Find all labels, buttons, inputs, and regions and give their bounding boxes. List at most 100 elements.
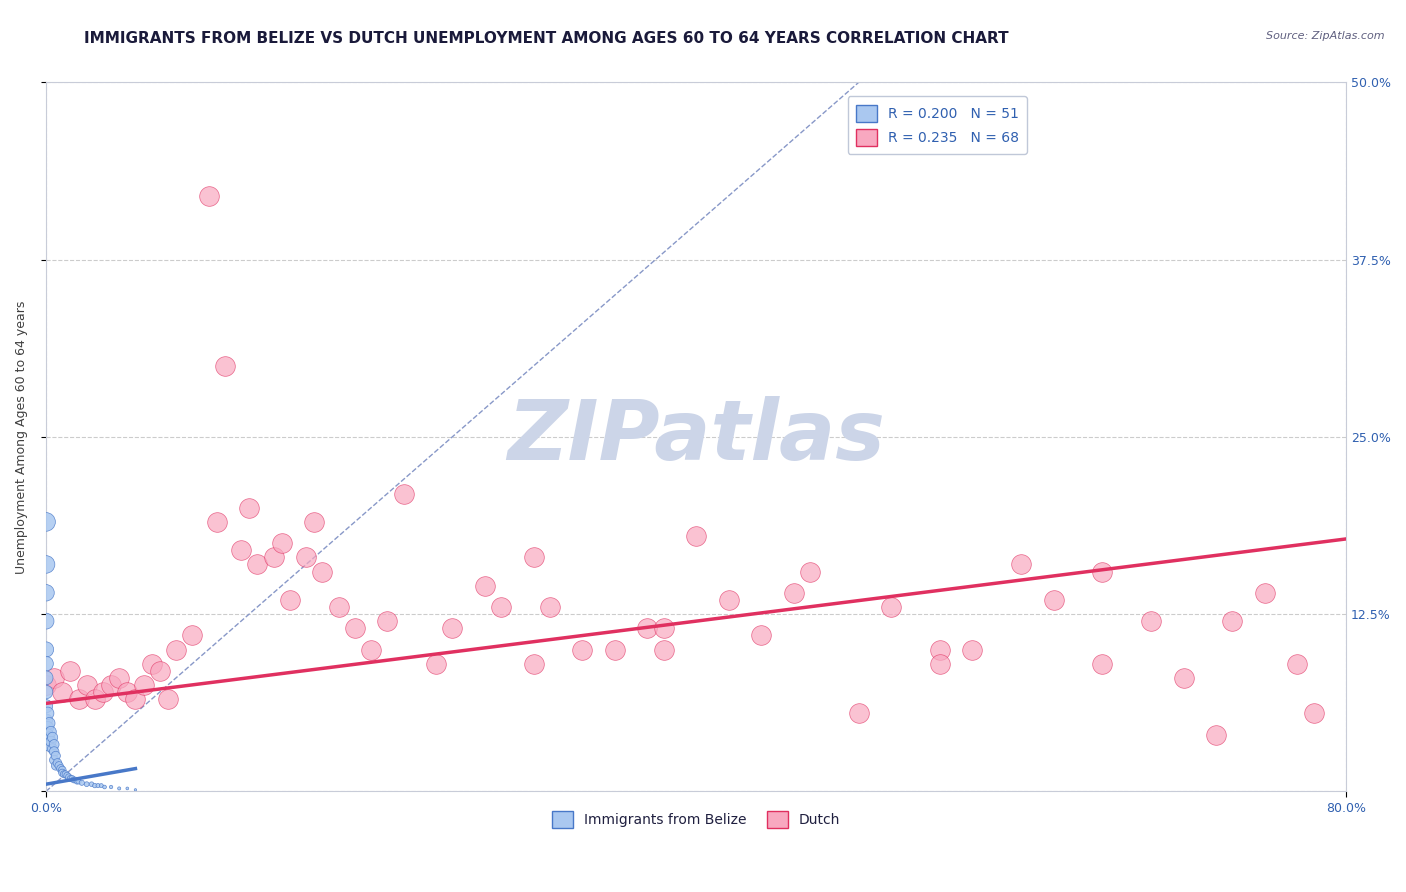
- Point: [962, 642, 984, 657]
- Point: [35, 558, 58, 572]
- Point: [70, 776, 93, 790]
- Point: [60, 772, 83, 786]
- Point: [238, 500, 260, 515]
- Point: [197, 189, 219, 203]
- Point: [165, 642, 187, 657]
- Point: [782, 586, 804, 600]
- Point: [717, 593, 740, 607]
- Point: [41, 741, 63, 756]
- Point: [56, 769, 79, 783]
- Point: [59, 772, 82, 786]
- Point: [124, 782, 146, 797]
- Point: [848, 706, 870, 721]
- Point: [39, 734, 62, 748]
- Point: [83, 692, 105, 706]
- Point: [652, 621, 675, 635]
- Point: [263, 550, 285, 565]
- Point: [1010, 558, 1032, 572]
- Point: [35, 642, 58, 657]
- Point: [90, 779, 112, 793]
- Point: [523, 657, 546, 671]
- Point: [35, 586, 58, 600]
- Point: [205, 515, 228, 529]
- Point: [117, 685, 139, 699]
- Point: [132, 678, 155, 692]
- Point: [1140, 614, 1163, 628]
- Point: [44, 753, 66, 767]
- Point: [1222, 614, 1244, 628]
- Point: [229, 543, 252, 558]
- Point: [35, 678, 58, 692]
- Point: [38, 716, 60, 731]
- Point: [328, 599, 350, 614]
- Point: [149, 664, 172, 678]
- Legend: Immigrants from Belize, Dutch: Immigrants from Belize, Dutch: [547, 805, 846, 834]
- Point: [928, 657, 950, 671]
- Point: [799, 565, 821, 579]
- Point: [1091, 657, 1114, 671]
- Point: [295, 550, 318, 565]
- Point: [270, 536, 292, 550]
- Point: [87, 779, 110, 793]
- Point: [58, 770, 80, 784]
- Text: IMMIGRANTS FROM BELIZE VS DUTCH UNEMPLOYMENT AMONG AGES 60 TO 64 YEARS CORRELATI: IMMIGRANTS FROM BELIZE VS DUTCH UNEMPLOY…: [84, 31, 1010, 46]
- Point: [65, 772, 87, 787]
- Point: [108, 671, 131, 685]
- Point: [44, 671, 66, 685]
- Point: [37, 721, 59, 735]
- Point: [51, 685, 73, 699]
- Point: [652, 642, 675, 657]
- Point: [278, 593, 301, 607]
- Point: [83, 779, 105, 793]
- Point: [124, 692, 146, 706]
- Point: [35, 685, 58, 699]
- Point: [51, 763, 73, 777]
- Point: [38, 731, 60, 745]
- Y-axis label: Unemployment Among Ages 60 to 64 years: Unemployment Among Ages 60 to 64 years: [15, 301, 28, 574]
- Point: [1254, 586, 1277, 600]
- Point: [685, 529, 707, 543]
- Point: [880, 599, 903, 614]
- Point: [66, 774, 89, 789]
- Point: [523, 550, 546, 565]
- Point: [246, 558, 269, 572]
- Point: [302, 515, 325, 529]
- Point: [141, 657, 163, 671]
- Point: [108, 781, 131, 796]
- Point: [749, 628, 772, 642]
- Point: [156, 692, 179, 706]
- Point: [100, 678, 122, 692]
- Point: [52, 767, 75, 781]
- Point: [1286, 657, 1309, 671]
- Point: [76, 678, 98, 692]
- Point: [489, 599, 512, 614]
- Point: [45, 748, 67, 763]
- Point: [51, 765, 73, 780]
- Point: [425, 657, 447, 671]
- Point: [311, 565, 333, 579]
- Point: [603, 642, 626, 657]
- Point: [41, 731, 63, 745]
- Point: [1091, 565, 1114, 579]
- Point: [93, 780, 115, 794]
- Point: [48, 758, 70, 772]
- Point: [35, 671, 58, 685]
- Point: [636, 621, 658, 635]
- Point: [37, 727, 59, 741]
- Point: [1173, 671, 1195, 685]
- Point: [37, 706, 59, 721]
- Point: [35, 714, 58, 728]
- Point: [55, 767, 77, 781]
- Point: [100, 780, 122, 794]
- Point: [76, 777, 98, 791]
- Point: [45, 758, 67, 772]
- Point: [538, 599, 561, 614]
- Point: [1205, 727, 1227, 741]
- Point: [35, 614, 58, 628]
- Point: [35, 657, 58, 671]
- Point: [928, 642, 950, 657]
- Point: [44, 738, 66, 752]
- Point: [343, 621, 366, 635]
- Point: [214, 359, 236, 373]
- Point: [59, 664, 82, 678]
